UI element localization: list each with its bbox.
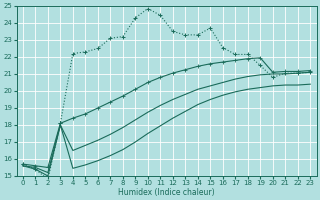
X-axis label: Humidex (Indice chaleur): Humidex (Indice chaleur): [118, 188, 215, 197]
